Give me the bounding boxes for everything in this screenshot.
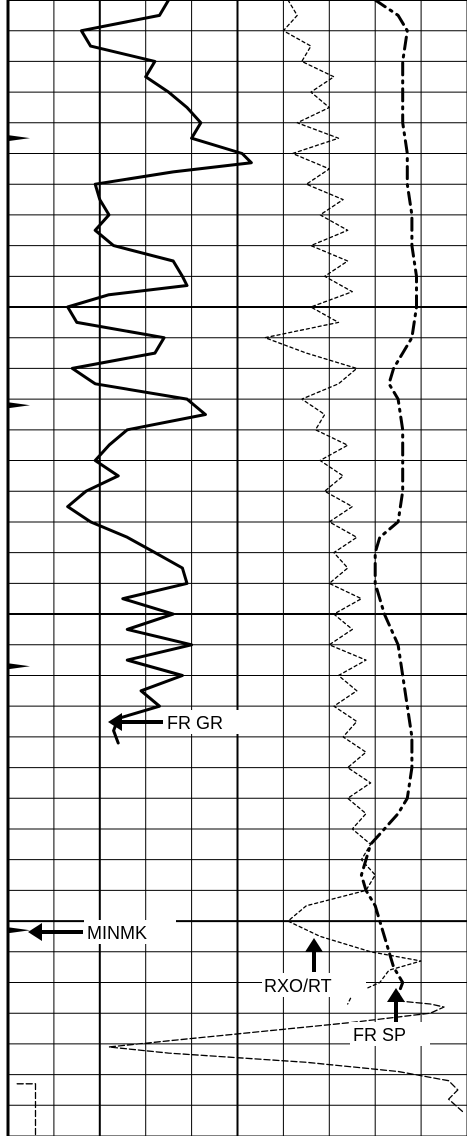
annotation-minmk: MINMK xyxy=(28,920,176,944)
curve-gamma-ray xyxy=(66,0,253,745)
log-curves xyxy=(16,0,464,1136)
curve-resistivity-ratio xyxy=(264,0,422,1005)
annotation-fr-gr: FR GR xyxy=(108,710,248,734)
depth-ticks xyxy=(8,135,30,934)
arrow-left-icon xyxy=(28,923,42,941)
annotation-label: RXO/RT xyxy=(264,976,332,996)
depth-tick-icon xyxy=(8,927,30,934)
curve-deep-resistivity xyxy=(359,0,418,997)
arrow-up-icon xyxy=(387,988,405,1002)
arrow-left-icon xyxy=(108,713,122,731)
annotation-rxo-rt: RXO/RT xyxy=(262,938,366,997)
annotation-label: FR SP xyxy=(353,1025,406,1045)
curve-spontaneous-potential xyxy=(108,1000,464,1113)
annotation-label: FR GR xyxy=(167,713,223,733)
depth-tick-icon xyxy=(8,135,30,142)
annotation-labels: FR GR MINMK RXO/RT FR SP xyxy=(28,710,430,1046)
depth-tick-icon xyxy=(8,402,30,409)
log-grid xyxy=(6,0,467,1136)
annotation-label: MINMK xyxy=(87,923,147,943)
depth-tick-icon xyxy=(8,663,30,670)
annotation-fr-sp: FR SP xyxy=(350,988,430,1046)
curve-minimum-marker xyxy=(16,1083,37,1136)
arrow-up-icon xyxy=(305,938,323,952)
